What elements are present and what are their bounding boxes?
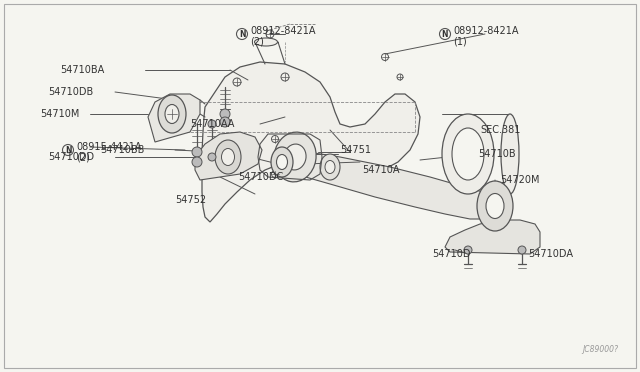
Text: N: N — [239, 29, 245, 38]
Circle shape — [192, 157, 202, 167]
Ellipse shape — [274, 132, 316, 182]
Ellipse shape — [221, 148, 234, 166]
Circle shape — [208, 153, 216, 161]
Ellipse shape — [442, 114, 494, 194]
Text: 54710B: 54710B — [478, 149, 516, 159]
Ellipse shape — [276, 154, 287, 170]
Text: N: N — [442, 29, 448, 38]
Polygon shape — [272, 150, 500, 219]
Polygon shape — [202, 62, 420, 222]
Ellipse shape — [215, 140, 241, 174]
Text: 08912-8421A: 08912-8421A — [453, 26, 518, 36]
Text: 54751: 54751 — [340, 145, 371, 155]
Polygon shape — [148, 94, 200, 142]
Ellipse shape — [452, 128, 484, 180]
Text: 54720M: 54720M — [500, 175, 540, 185]
Ellipse shape — [158, 95, 186, 133]
Text: SEC.381: SEC.381 — [480, 125, 520, 135]
Ellipse shape — [320, 154, 340, 180]
Circle shape — [464, 246, 472, 254]
Circle shape — [220, 109, 230, 119]
Ellipse shape — [271, 147, 293, 177]
Circle shape — [518, 246, 526, 254]
Ellipse shape — [255, 38, 278, 46]
Ellipse shape — [165, 105, 179, 124]
Text: 54710M: 54710M — [40, 109, 79, 119]
Text: N: N — [65, 145, 71, 154]
Text: (2): (2) — [76, 152, 90, 162]
Text: (1): (1) — [453, 36, 467, 46]
Ellipse shape — [486, 193, 504, 218]
Circle shape — [208, 120, 216, 128]
Text: 54710DB: 54710DB — [48, 87, 93, 97]
Ellipse shape — [284, 144, 306, 170]
Text: 54710AA: 54710AA — [190, 119, 234, 129]
Polygon shape — [445, 220, 540, 254]
Text: 08912-8421A: 08912-8421A — [250, 26, 316, 36]
Circle shape — [192, 147, 202, 157]
Text: (2): (2) — [250, 36, 264, 46]
Text: 54752: 54752 — [175, 195, 206, 205]
Text: 54710DD: 54710DD — [48, 152, 94, 162]
Circle shape — [220, 117, 230, 127]
Text: 54710D: 54710D — [432, 249, 470, 259]
Text: 54710BA: 54710BA — [60, 65, 104, 75]
Text: 54710BB: 54710BB — [100, 145, 145, 155]
Polygon shape — [195, 132, 262, 180]
Text: 08915-4421A: 08915-4421A — [76, 142, 141, 152]
Text: 54710DC: 54710DC — [238, 172, 284, 182]
Text: 54710A: 54710A — [362, 165, 399, 175]
Ellipse shape — [325, 160, 335, 173]
Text: 54710DA: 54710DA — [528, 249, 573, 259]
Ellipse shape — [477, 181, 513, 231]
Ellipse shape — [501, 114, 519, 194]
Text: JC89000?: JC89000? — [582, 345, 618, 354]
